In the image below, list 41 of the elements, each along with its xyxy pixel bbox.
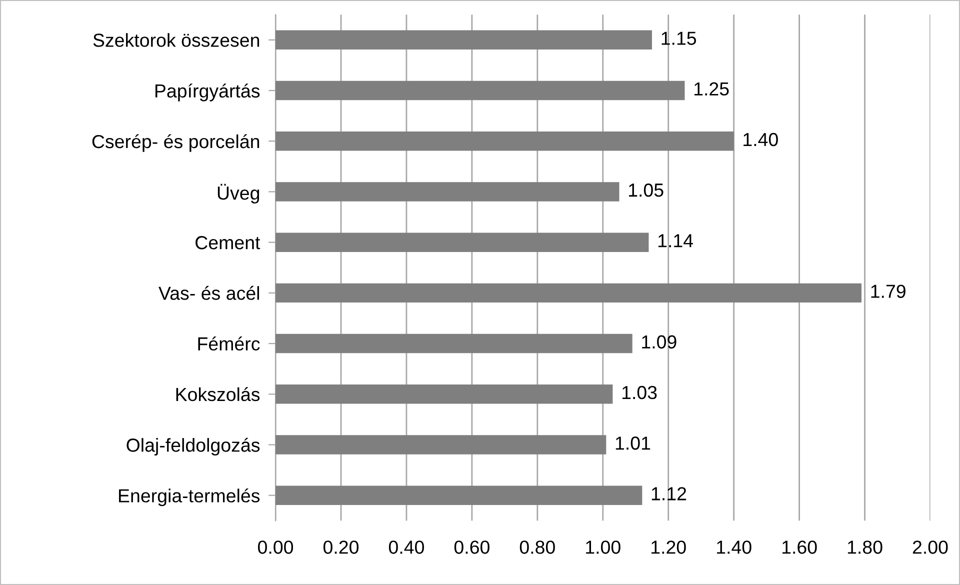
bar: [276, 334, 632, 354]
data-label: 1.25: [694, 82, 729, 96]
bar: [276, 486, 642, 505]
x-tick-label: 0.80: [520, 540, 555, 554]
bar: [276, 232, 649, 252]
data-label: 1.12: [652, 487, 686, 500]
x-tick-label: 1.40: [717, 540, 752, 554]
bar: [276, 30, 652, 50]
x-tick-label: 1.60: [782, 540, 817, 554]
data-label: 1.01: [616, 436, 650, 450]
bar: [276, 283, 862, 303]
x-tick-label: 1.00: [586, 540, 620, 554]
y-tick-label: Fémérc: [198, 336, 260, 351]
x-tick-label: 0.20: [323, 540, 359, 554]
data-label: 1.15: [662, 32, 696, 45]
x-tick-label: 0.60: [454, 540, 490, 554]
y-tick-label: Szektorok összesen: [93, 33, 260, 47]
y-tick-label: Üveg: [218, 184, 260, 204]
y-tick-label: Kokszolás: [176, 387, 260, 402]
data-label: 1.05: [629, 183, 664, 197]
bar: [276, 435, 606, 454]
y-tick-label: Cement: [196, 236, 260, 250]
x-tick-label: 0.00: [258, 540, 294, 554]
x-tick-label: 0.40: [388, 540, 424, 554]
data-label: 1.79: [871, 284, 906, 298]
y-tick-label: Olaj-feldolgozás: [126, 438, 260, 456]
x-tick-label: 1.20: [652, 540, 686, 554]
y-tick-label: Papírgyártás: [155, 84, 260, 102]
data-label: 1.09: [642, 335, 676, 349]
x-tick-label: 2.00: [912, 540, 948, 554]
data-label: 1.14: [658, 234, 693, 248]
bar: [276, 80, 685, 100]
x-tick-label: 1.80: [848, 540, 882, 554]
bar: [276, 182, 620, 202]
bar: [276, 384, 613, 404]
data-label: 1.03: [622, 386, 657, 400]
data-label: 1.40: [744, 132, 778, 146]
bar: [276, 132, 734, 151]
y-tick-label: Energia-termelés: [119, 488, 260, 506]
y-tick-label: Cserép- és porcelán: [92, 134, 260, 152]
y-tick-label: Vas- és acél: [158, 286, 259, 300]
